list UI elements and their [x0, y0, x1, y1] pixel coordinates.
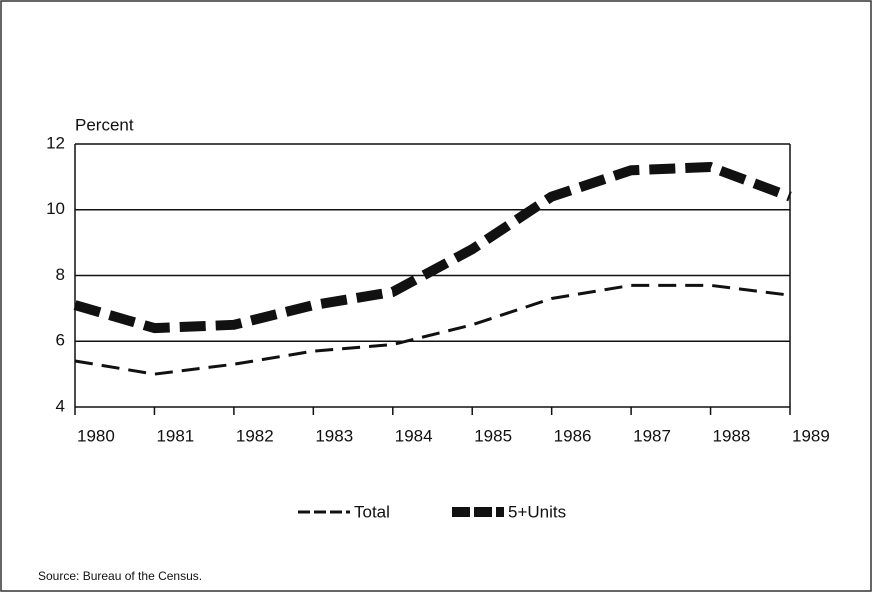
legend-label: Total: [354, 502, 390, 521]
series-line: [73, 162, 792, 334]
x-tick-label: 1982: [236, 426, 274, 445]
series-line: [74, 283, 791, 376]
x-tick-label: 1985: [474, 426, 512, 445]
x-tick-label: 1986: [554, 426, 592, 445]
y-tick-label: 10: [46, 199, 65, 218]
x-tick-label: 1988: [713, 426, 751, 445]
y-tick-label: 12: [46, 133, 65, 152]
x-tick-label: 1984: [395, 426, 433, 445]
x-tick-label: 1989: [792, 426, 830, 445]
x-tick-label: 1983: [315, 426, 353, 445]
x-tick-label: 1981: [156, 426, 194, 445]
y-tick-label: 4: [56, 396, 65, 415]
y-tick-label: 8: [56, 265, 65, 284]
y-axis-label: Percent: [75, 115, 134, 134]
legend-label: 5+Units: [508, 502, 566, 521]
x-tick-label: 1987: [633, 426, 671, 445]
y-tick-label: 6: [56, 331, 65, 350]
x-tick-label: 1980: [77, 426, 115, 445]
source: Source: Bureau of the Census.: [38, 569, 202, 583]
